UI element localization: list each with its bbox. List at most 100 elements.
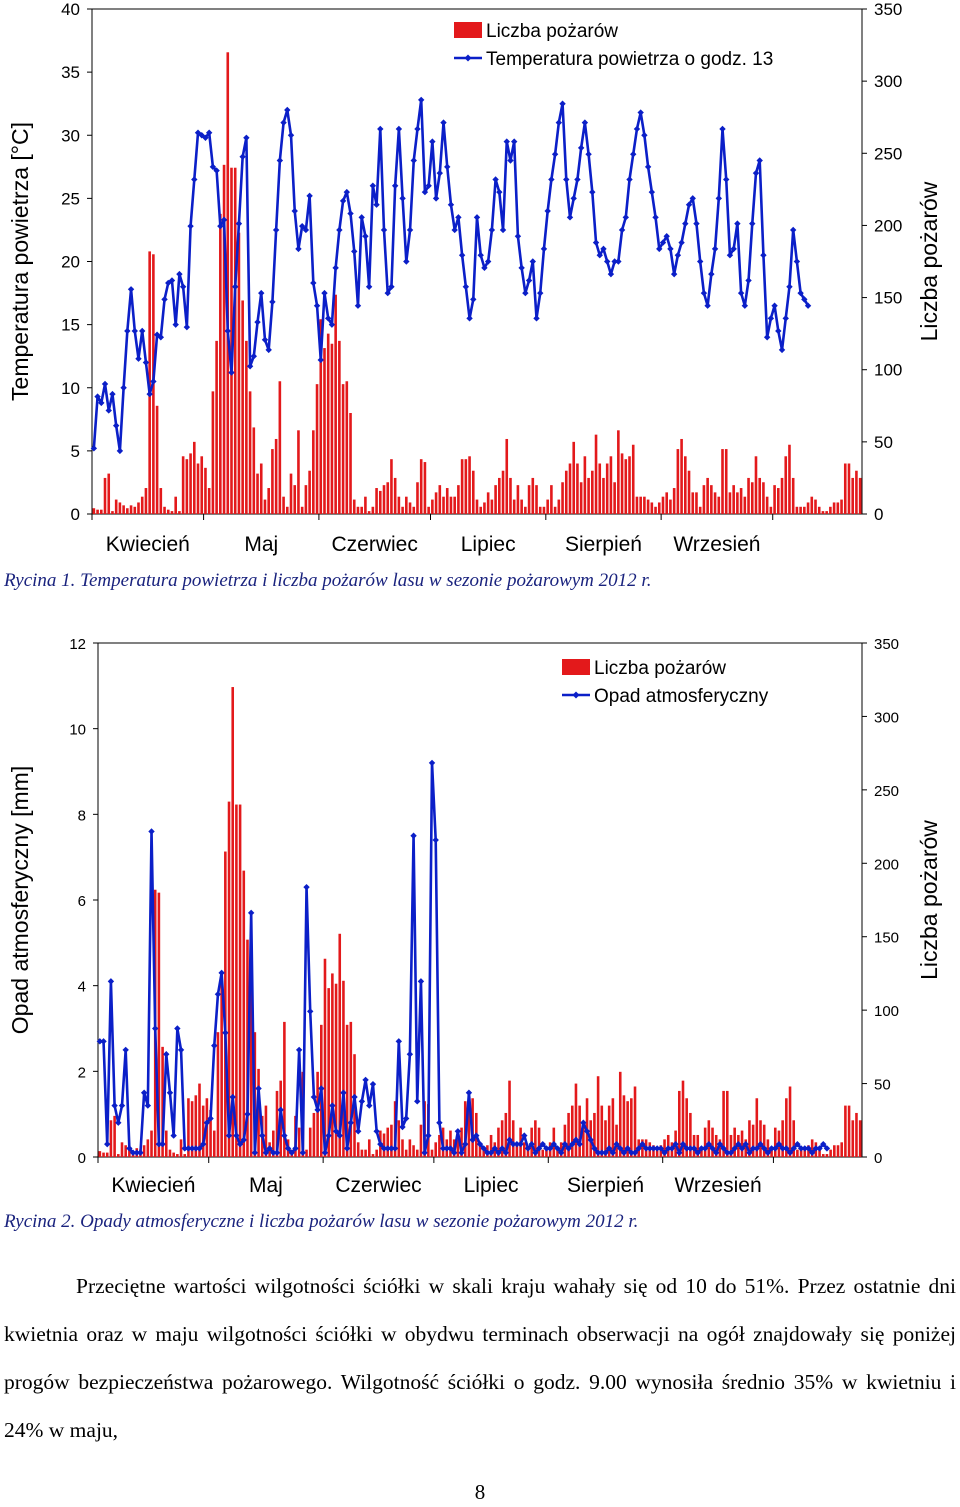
chart2-fire-bar xyxy=(722,1090,725,1157)
chart1-line-point xyxy=(548,176,555,183)
chart2-line-point xyxy=(676,1149,683,1156)
chart1-fire-bar xyxy=(453,496,456,514)
chart1-line-point xyxy=(745,277,752,284)
chart1-line-point xyxy=(462,283,470,290)
chart2-fire-bar xyxy=(176,1154,179,1157)
chart2-line-point xyxy=(262,1149,270,1156)
chart2-fire-bar xyxy=(124,1145,127,1157)
chart1-line-point xyxy=(711,245,719,253)
chart1-fire-bar xyxy=(304,485,308,514)
chart2-line-point xyxy=(410,832,417,839)
chart2-fire-bar xyxy=(283,1021,286,1157)
chart1-line-point xyxy=(689,195,696,202)
chart2-fire-bar xyxy=(150,1130,153,1157)
chart2-line-point xyxy=(295,1046,303,1054)
chart1-line-point xyxy=(351,248,358,255)
chart1-fire-bar xyxy=(847,463,851,514)
chart2-line-point xyxy=(447,1145,454,1152)
chart2-line-point xyxy=(749,1145,757,1152)
chart1-fire-bar xyxy=(646,499,650,514)
chart1-fire-bar xyxy=(769,506,773,514)
chart2-line-point xyxy=(779,1145,786,1152)
chart1-fire-bar xyxy=(416,482,419,514)
chart2-line-point xyxy=(325,1132,332,1139)
chart2-fire-bar xyxy=(371,1154,375,1157)
chart1-fire-bar xyxy=(334,294,337,514)
chart2-line-point xyxy=(340,1089,347,1096)
chart1-fire-bar xyxy=(226,52,230,515)
chart2-fire-bar xyxy=(770,1149,773,1157)
chart2-line-point xyxy=(347,1119,355,1126)
chart1-fire-bar xyxy=(315,384,319,514)
chart2-line-point xyxy=(458,1149,465,1156)
chart1-fire-bar xyxy=(163,506,166,514)
chart1-fire-bar xyxy=(297,430,300,514)
chart1-fire-bar xyxy=(568,463,572,514)
chart2-fire-bar xyxy=(611,1098,615,1157)
chart1-line-point xyxy=(723,176,730,183)
chart2-line-point xyxy=(299,1149,307,1156)
chart2-fire-bar xyxy=(799,1149,803,1157)
chart2-line-point xyxy=(716,1140,724,1148)
chart2-line-point xyxy=(432,836,439,844)
chart2-line-point xyxy=(591,1145,598,1152)
chart2-month-label: Maj xyxy=(249,1174,283,1197)
chart1-fire-bar xyxy=(680,438,683,514)
chart2-fire-bar xyxy=(681,1080,685,1157)
chart2-line-point xyxy=(104,1140,111,1148)
chart2-fire-bar xyxy=(733,1127,736,1157)
chart1-line-point xyxy=(328,321,336,328)
chart1-line-point xyxy=(310,279,317,287)
chart1-line-point xyxy=(444,163,451,171)
chart1-fire-bar xyxy=(371,506,375,514)
chart2-fire-bar xyxy=(179,1139,183,1157)
chart1-line-point xyxy=(313,302,321,309)
chart2-line-point xyxy=(657,1145,665,1152)
chart1-line-point xyxy=(380,226,388,234)
chart1-left-tick-label: 20 xyxy=(61,253,80,272)
chart1-left-tick-label: 10 xyxy=(61,379,80,398)
chart1-line-point xyxy=(161,296,168,303)
chart1-line-point xyxy=(592,239,600,246)
chart2-line-point xyxy=(251,1149,259,1156)
chart1-line-point xyxy=(373,201,380,208)
chart2-line-point xyxy=(665,1145,672,1152)
chart1-fire-bar xyxy=(550,485,553,514)
chart2-line-point xyxy=(513,1140,521,1148)
chart2-fire-bar xyxy=(522,1142,526,1157)
chart2-legend-line-label: Opad atmosferyczny xyxy=(594,686,769,707)
chart1-line-point xyxy=(633,125,641,133)
chart1-fire-bar xyxy=(427,506,430,514)
chart2-line-point xyxy=(111,1102,118,1109)
chart2-line-point xyxy=(314,1106,321,1114)
chart2-line-point xyxy=(790,1145,797,1152)
chart2-fire-bar xyxy=(570,1105,574,1157)
chart1-fire-bar xyxy=(605,463,609,514)
chart1-line-point xyxy=(101,380,109,388)
chart2-line-point xyxy=(742,1140,749,1148)
chart1-line-point xyxy=(778,346,786,354)
chart1-fire-bar xyxy=(204,467,207,514)
chart2-fire-bar xyxy=(663,1139,666,1157)
chart1-line-point xyxy=(403,258,410,265)
chart1-line-point xyxy=(786,283,793,290)
chart2-line-point xyxy=(462,1140,469,1148)
chart1-line-point xyxy=(577,144,585,152)
chart1-legend-line-marker xyxy=(464,54,472,62)
chart1-line-point xyxy=(280,119,287,126)
chart2-line-point xyxy=(561,1140,569,1148)
chart1-right-tick-label: 250 xyxy=(874,144,902,163)
chart1-line-point xyxy=(127,286,135,293)
chart1-line-point xyxy=(261,336,269,343)
chart2-fire-bar xyxy=(242,870,246,1157)
chart2-line-point xyxy=(487,1149,495,1156)
chart1-line-point xyxy=(685,201,693,208)
chart1-line-point xyxy=(630,150,637,158)
chart1-line-point xyxy=(458,251,466,259)
chart1-fire-bar xyxy=(739,488,743,514)
chart2-line-point xyxy=(137,1149,144,1156)
chart2-line-point xyxy=(801,1145,808,1152)
chart1-line-point xyxy=(477,251,484,259)
chart2-line-point xyxy=(288,1149,295,1156)
chart1-left-tick-label: 35 xyxy=(61,63,80,82)
